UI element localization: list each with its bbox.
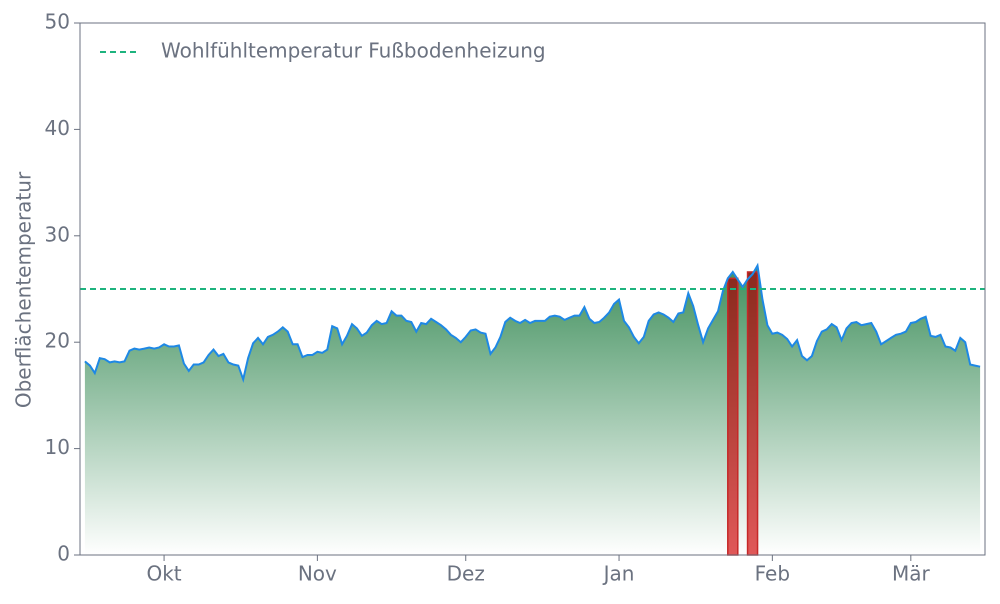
y-tick-label: 0 — [57, 542, 70, 566]
legend-label: Wohlfühltemperatur Fußbodenheizung — [161, 39, 546, 63]
x-tick-label: Okt — [146, 562, 181, 586]
area-fill — [84, 265, 981, 555]
y-tick-label: 10 — [45, 435, 70, 459]
x-tick-label: Dez — [447, 562, 485, 586]
x-tick-label: Nov — [298, 562, 337, 586]
highlight-bar — [746, 271, 759, 556]
y-tick-label: 50 — [45, 10, 70, 34]
x-tick-label: Mär — [892, 562, 931, 586]
x-tick-label: Jan — [602, 562, 635, 586]
plot-frame — [79, 22, 986, 556]
y-tick-label: 40 — [45, 116, 70, 140]
x-tick-label: Feb — [755, 562, 790, 586]
y-tick-label: 30 — [45, 222, 70, 246]
y-tick-label: 20 — [45, 329, 70, 353]
line — [84, 262, 981, 383]
y-axis-label: Oberflächentemperatur — [12, 171, 36, 408]
highlight-bar — [727, 277, 739, 556]
